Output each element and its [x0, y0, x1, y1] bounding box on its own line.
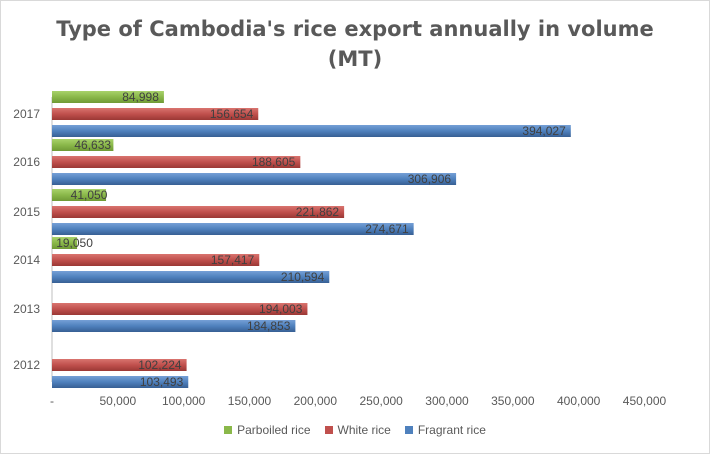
data-label: 157,417 — [211, 253, 255, 267]
y-category-label: 2015 — [13, 205, 40, 219]
data-label: 41,050 — [71, 188, 108, 202]
y-category-label: 2016 — [13, 155, 40, 169]
x-tick-label: 100,000 — [162, 394, 206, 408]
bar — [52, 223, 414, 235]
bar — [52, 189, 107, 201]
x-tick-label: 50,000 — [99, 394, 136, 408]
bar — [52, 237, 78, 249]
legend-label: Fragrant rice — [417, 423, 486, 437]
x-tick-label: 150,000 — [228, 394, 272, 408]
bar — [52, 156, 301, 168]
chart-title-line1: Type of Cambodia's rice export annually … — [56, 17, 654, 41]
x-tick-label: 450,000 — [623, 394, 667, 408]
y-category-label: 2013 — [13, 302, 40, 316]
legend-swatch — [224, 426, 233, 434]
data-label: 306,906 — [408, 172, 452, 186]
y-category-label: 2012 — [13, 358, 40, 372]
legend: Parboiled rice White rice Fragrant rice — [0, 423, 710, 437]
data-label: 188,605 — [252, 155, 296, 169]
bar — [52, 173, 457, 185]
bar — [52, 376, 189, 388]
data-label: 84,998 — [122, 90, 159, 104]
y-category-label: 2017 — [13, 107, 40, 121]
legend-swatch — [404, 426, 413, 434]
data-label: 46,633 — [74, 138, 111, 152]
bar — [52, 359, 187, 371]
bar — [52, 125, 571, 137]
x-tick-label: 350,000 — [491, 394, 535, 408]
legend-label: White rice — [337, 423, 391, 437]
bar — [52, 108, 259, 120]
x-tick-label: 400,000 — [557, 394, 601, 408]
legend-swatch — [324, 426, 333, 434]
data-label: 156,654 — [210, 107, 254, 121]
data-label: 394,027 — [522, 124, 566, 138]
data-label: 210,594 — [281, 270, 325, 284]
x-tick-label: 250,000 — [359, 394, 403, 408]
legend-item: Fragrant rice — [404, 423, 486, 437]
bar — [52, 206, 345, 218]
x-tick-label: - — [50, 394, 54, 408]
chart-title-line2: (MT) — [327, 47, 383, 71]
data-label: 194,003 — [259, 302, 303, 316]
data-label: 19,050 — [56, 236, 93, 250]
legend-item: Parboiled rice — [224, 423, 311, 437]
bar — [52, 91, 164, 103]
x-tick-label: 200,000 — [294, 394, 338, 408]
bar — [52, 271, 330, 283]
data-label: 274,671 — [365, 222, 409, 236]
data-label: 221,862 — [296, 205, 340, 219]
legend-item: White rice — [324, 423, 391, 437]
y-category-label: 2014 — [13, 253, 40, 267]
bar — [52, 303, 308, 315]
x-tick-label: 300,000 — [425, 394, 469, 408]
bar — [52, 139, 114, 151]
data-label: 102,224 — [138, 358, 182, 372]
data-label: 103,493 — [140, 375, 184, 389]
bar — [52, 254, 260, 266]
data-label: 184,853 — [247, 319, 291, 333]
legend-label: Parboiled rice — [237, 423, 311, 437]
bar — [52, 320, 296, 332]
